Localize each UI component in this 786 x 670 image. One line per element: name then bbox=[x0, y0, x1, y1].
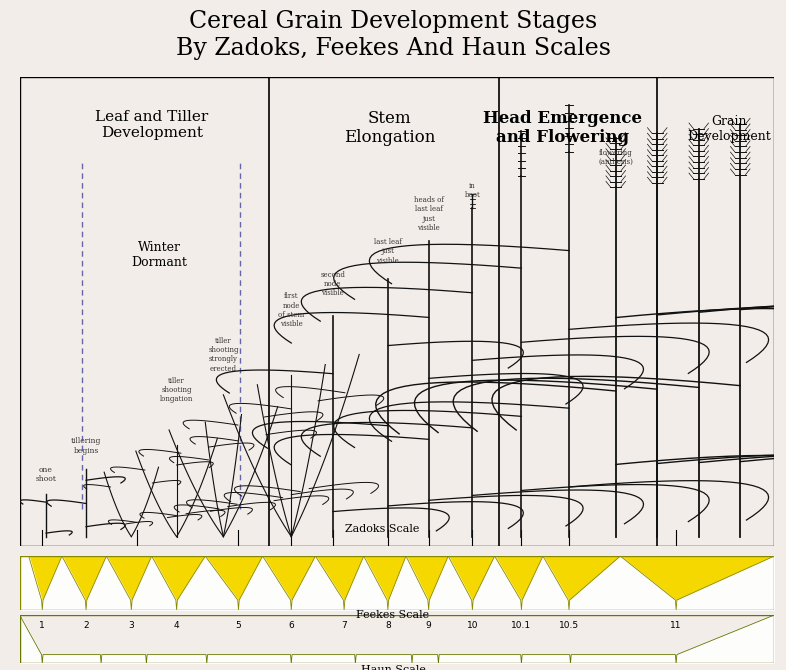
Text: flowering
(anthesis): flowering (anthesis) bbox=[598, 149, 634, 166]
Text: tiller
shooting
strongly
erected: tiller shooting strongly erected bbox=[208, 337, 239, 373]
Text: Haun Scale: Haun Scale bbox=[361, 665, 425, 670]
Text: last leaf
just
visible: last leaf just visible bbox=[374, 239, 402, 265]
Text: 10: 10 bbox=[467, 622, 478, 630]
Text: 7: 7 bbox=[341, 622, 347, 630]
Text: 10: 10 bbox=[36, 560, 48, 569]
Text: first
node
of stem
visible: first node of stem visible bbox=[278, 292, 304, 328]
Text: 1: 1 bbox=[39, 622, 45, 630]
Text: Leaf and Tiller
Development: Leaf and Tiller Development bbox=[95, 110, 208, 140]
Text: Zadoks Scale: Zadoks Scale bbox=[344, 525, 419, 535]
Text: Grain
Development: Grain Development bbox=[687, 115, 771, 143]
Text: 10.1: 10.1 bbox=[512, 622, 531, 630]
Text: Feekes Scale: Feekes Scale bbox=[356, 610, 430, 620]
Text: 31: 31 bbox=[285, 560, 297, 569]
Text: 75-100: 75-100 bbox=[660, 560, 692, 569]
Text: 9: 9 bbox=[426, 622, 432, 630]
Text: heads of
last leaf
just
visible: heads of last leaf just visible bbox=[413, 196, 443, 232]
Text: 10.5: 10.5 bbox=[559, 622, 579, 630]
Text: in
boot: in boot bbox=[465, 182, 480, 199]
Text: 6: 6 bbox=[288, 622, 294, 630]
Text: 45: 45 bbox=[467, 560, 478, 569]
Text: 50: 50 bbox=[516, 560, 527, 569]
Text: Winter
Dormant: Winter Dormant bbox=[131, 241, 187, 269]
Text: 37: 37 bbox=[382, 560, 394, 569]
Text: Stem
Elongation: Stem Elongation bbox=[343, 110, 435, 147]
Text: 39: 39 bbox=[423, 560, 435, 569]
Text: Cereal Grain Development Stages
By Zadoks, Feekes And Haun Scales: Cereal Grain Development Stages By Zadok… bbox=[175, 10, 611, 60]
Text: 2: 2 bbox=[83, 622, 89, 630]
Text: Head Emergence
and Flowering: Head Emergence and Flowering bbox=[483, 110, 642, 147]
Text: tillering
begins: tillering begins bbox=[71, 438, 101, 454]
Text: second
node
visible: second node visible bbox=[321, 271, 345, 297]
Text: 5: 5 bbox=[236, 622, 241, 630]
Text: 3: 3 bbox=[128, 622, 134, 630]
Text: 30: 30 bbox=[233, 560, 244, 569]
Text: 4: 4 bbox=[174, 622, 179, 630]
Text: 8: 8 bbox=[385, 622, 391, 630]
Text: 32: 32 bbox=[327, 560, 339, 569]
Text: 20-29: 20-29 bbox=[123, 560, 149, 569]
Text: 11: 11 bbox=[670, 622, 682, 630]
Text: 59: 59 bbox=[564, 560, 575, 569]
Text: tiller
shooting
longation: tiller shooting longation bbox=[160, 377, 193, 403]
Text: one
shoot: one shoot bbox=[35, 466, 57, 482]
